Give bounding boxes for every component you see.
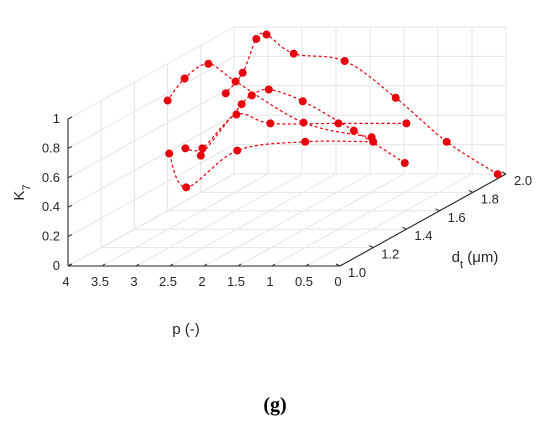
data-point [266,119,275,128]
figure-caption: (g) [263,394,287,416]
z-tick-label: 0.2 [42,229,60,244]
data-point [442,137,451,146]
grid-line [203,173,371,267]
y-tick-label: 1.4 [414,228,432,243]
data-point [252,34,261,43]
z-tick-label: 0.8 [42,140,60,155]
data-point [301,137,310,146]
grid-line [135,173,303,267]
z-tick-mark [67,116,73,120]
axes: 0 0.5 1 1.5 2 2.5 3 3.5 4 1.0 1.2 1.4 1.6 1.8 2.0 0 0.2 0… [42,111,532,289]
y-tick-mark [435,208,440,212]
z-tick-mark [67,145,73,149]
data-point [369,137,378,146]
data-point [493,170,502,179]
data-point [180,74,189,83]
grid-line [271,173,439,267]
series-line-5 [168,140,374,188]
y-tick-mark [501,171,507,175]
z-tick-mark [67,234,73,238]
y-tick-label: 1.6 [448,210,466,225]
z-tick-mark [67,263,73,267]
y-tick-mark [402,226,407,230]
x-tick-mark [237,263,242,267]
x-tick-label: 2.5 [159,274,177,289]
x-axis-label: p (-) [172,321,200,338]
data-point [198,144,207,153]
data-point [402,119,411,128]
x-tick-mark [339,263,344,267]
data-point [181,144,190,153]
data-point [264,85,273,94]
data-point [221,89,230,98]
data-point [262,30,271,39]
x-tick-label: 0 [334,274,341,289]
x-tick-mark [203,263,208,267]
y-tick-mark [368,245,374,249]
grid-line [67,173,235,267]
grid-line [67,144,235,238]
x-tick-label: 3 [130,274,137,289]
data-point [391,93,400,102]
grid-line [305,173,473,267]
data-point [204,59,213,68]
data-point [237,100,246,109]
data-point [400,159,409,167]
data-point [289,49,298,58]
y-tick-label: 1.0 [348,265,366,280]
y-tick-mark [335,263,341,267]
grid-line [101,173,269,267]
z-tick-label: 0.6 [42,170,60,185]
data-point [334,119,343,128]
x-tick-label: 1 [266,274,273,289]
z-tick-mark [67,204,73,208]
x-tick-mark [271,263,276,267]
grid-line [67,55,235,149]
data-point [238,68,247,77]
x-tick-label: 3.5 [91,274,109,289]
data-point [299,118,308,127]
data-point [163,96,172,105]
data-point [182,183,191,192]
z-tick-label: 0.4 [42,199,60,214]
y-tick-label: 1.8 [481,191,499,206]
series-line-1 [225,32,499,175]
data-point [340,57,349,65]
x-tick-label: 2 [198,274,205,289]
y-axis-line [339,173,507,267]
x-tick-mark [101,263,106,267]
z-tick-label: 1 [53,111,60,126]
grid-line [67,114,235,208]
data-point [349,126,358,135]
data-point [233,146,242,155]
data-point [165,149,174,158]
z-tick-mark [67,175,73,179]
grid-line [169,173,337,267]
grid-lines [67,26,507,267]
labels: p (-) dt (μm) K7 [11,184,498,338]
x-tick-label: 0.5 [295,274,313,289]
data-point [231,77,240,86]
grid-line [237,173,405,267]
y-tick-label: 2.0 [514,173,532,188]
z-tick-label: 0 [53,258,60,273]
chart-3d-plot: 0 0.5 1 1.5 2 2.5 3 3.5 4 1.0 1.2 1.4 1.6 1.8 2.0 0 0.2 0… [11,26,532,338]
x-tick-mark [169,263,174,267]
data-series [163,30,502,192]
series-line-3 [167,63,372,138]
z-axis-label: K7 [11,184,33,200]
x-tick-mark [305,263,310,267]
x-tick-label: 4 [62,274,69,289]
y-tick-mark [468,189,474,193]
data-point [196,151,205,160]
data-point [232,110,241,119]
x-tick-mark [135,263,140,267]
y-axis-label: dt (μm) [452,249,499,271]
y-tick-label: 1.2 [381,247,399,262]
grid-line [67,85,235,179]
data-point [298,97,307,106]
x-tick-label: 1.5 [227,274,245,289]
grid-line [67,26,235,120]
